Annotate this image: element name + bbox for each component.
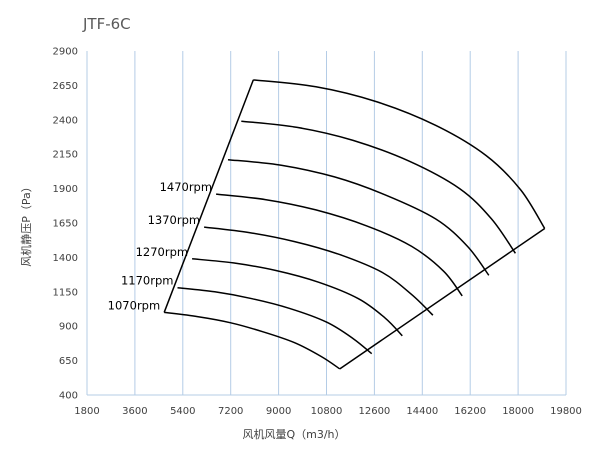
envelope-right-edge [339, 227, 546, 370]
y-tick-labels: 400 650 900 1150 1400 1650 1900 2150 2400 2650 290… [53, 47, 78, 402]
envelope-left-edge [163, 79, 255, 313]
x-axis-title: 风机风量Q（m3/h） [242, 427, 345, 441]
x-tick-label: 1800 [74, 406, 99, 417]
rpm-curve-7 [241, 120, 517, 254]
x-tick-label: 19800 [550, 406, 582, 417]
x-tick-label: 16200 [454, 406, 486, 417]
operating-envelope [163, 79, 546, 370]
y-tick-label: 900 [59, 322, 78, 333]
rpm-curves [164, 79, 546, 370]
x-tick-label: 7200 [218, 406, 243, 417]
rpm-label: 1170rpm [121, 274, 174, 288]
chart-title: JTF-6C [82, 15, 131, 33]
y-axis-title: 风机静压P（Pa） [19, 181, 33, 267]
y-tick-label: 1400 [53, 253, 78, 264]
rpm-curve-5 [216, 193, 463, 297]
rpm-curve-4 [204, 226, 434, 316]
x-tick-label: 5400 [170, 406, 195, 417]
rpm-curve-1 [164, 311, 341, 370]
x-tick-label: 12600 [358, 406, 390, 417]
rpm-curve-3 [192, 258, 403, 337]
y-tick-label: 650 [59, 356, 78, 367]
rpm-label: 1070rpm [108, 298, 161, 312]
x-tick-label: 9000 [266, 406, 291, 417]
y-tick-label: 2650 [53, 81, 78, 92]
rpm-label: 1470rpm [160, 180, 213, 194]
y-tick-label: 1650 [53, 219, 78, 230]
y-tick-label: 2900 [53, 47, 78, 58]
rpm-curve-6 [227, 158, 490, 276]
x-tick-labels: 1800 3600 5400 7200 9000 10800 12600 14400 16200… [74, 406, 582, 417]
y-tick-label: 400 [59, 391, 78, 402]
y-tick-label: 2150 [53, 150, 78, 161]
x-tick-label: 14400 [406, 406, 438, 417]
y-tick-label: 1150 [53, 287, 78, 298]
y-tick-label: 1900 [53, 184, 78, 195]
rpm-labels: 1070rpm 1170rpm 1270rpm 1370rpm 1470rpm [108, 180, 212, 312]
rpm-curve-2 [177, 286, 373, 355]
rpm-curve-8 [253, 79, 546, 229]
x-tick-label: 10800 [311, 406, 343, 417]
x-tick-label: 3600 [122, 406, 147, 417]
y-tick-label: 2400 [53, 115, 78, 126]
x-tick-label: 18000 [502, 406, 534, 417]
vertical-gridlines [134, 51, 567, 395]
rpm-label: 1270rpm [136, 245, 189, 259]
rpm-label: 1370rpm [148, 213, 201, 227]
